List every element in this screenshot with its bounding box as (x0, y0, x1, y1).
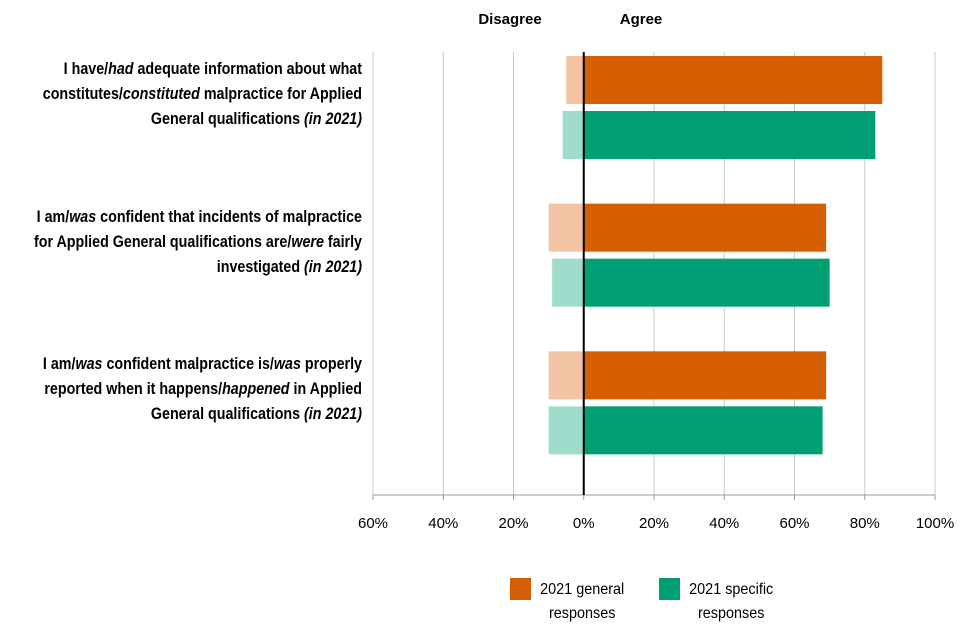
label-segment: reported when it happens/ (44, 379, 223, 399)
label-segment: properly (300, 354, 362, 374)
label-segment: for Applied General qualifications are/ (33, 231, 292, 251)
agree-bar (583, 258, 830, 307)
category-line: reported when it happens/happened in App… (0, 376, 362, 401)
disagree-bar (566, 56, 584, 104)
legend-swatch (659, 578, 680, 600)
x-tick-label: 20% (639, 515, 669, 532)
label-segment: was (273, 354, 301, 374)
category-line: General qualifications (in 2021) (0, 401, 362, 426)
label-segment: I am/ (42, 354, 76, 374)
category-line: I am/was confident that incidents of mal… (0, 204, 362, 229)
x-tick-label: 100% (916, 515, 954, 532)
category-line: investigated (in 2021) (0, 254, 362, 279)
label-segment: (in 2021) (304, 404, 362, 424)
label-segment: General qualifications (150, 109, 305, 128)
x-tick-label: 60% (779, 515, 809, 532)
x-tick-label: 60% (358, 515, 388, 532)
category-line: for Applied General qualifications are/w… (0, 229, 362, 254)
disagree-bar (552, 258, 584, 307)
disagree-bar (548, 406, 584, 455)
label-segment: happened (222, 379, 290, 399)
disagree-bar (562, 111, 584, 159)
x-tick-label: 20% (498, 515, 528, 532)
legend-item: 2021 general responses (510, 578, 635, 626)
label-segment: General qualifications (150, 404, 305, 424)
agree-bar (583, 406, 823, 455)
legend-label: 2021 general responses (540, 581, 625, 622)
x-tick-label: 40% (709, 515, 739, 532)
category-label: I am/was confident malpractice is/was pr… (0, 351, 362, 426)
label-segment: confident that incidents of malpractice (96, 206, 362, 226)
category-line: I have/had adequate information about wh… (0, 56, 362, 81)
label-segment: I am/ (36, 206, 70, 226)
disagree-label: Disagree (478, 11, 541, 28)
category-line: I am/was confident malpractice is/was pr… (0, 351, 362, 376)
label-segment: (in 2021) (304, 256, 362, 276)
x-tick-label: 80% (850, 515, 880, 532)
agree-label: Agree (620, 11, 663, 28)
agree-bar (583, 111, 876, 159)
label-segment: fairly (323, 231, 362, 251)
category-label: I am/was confident that incidents of mal… (0, 204, 362, 279)
disagree-bar (548, 203, 584, 252)
label-segment: adequate information about what (133, 59, 362, 78)
agree-bar (583, 56, 883, 104)
label-segment: was (69, 206, 97, 226)
label-segment: was (75, 354, 103, 374)
label-segment: had (108, 59, 134, 78)
category-line: General qualifications (in 2021) (0, 106, 362, 131)
legend-label: 2021 specific responses (689, 581, 774, 622)
legend-item: 2021 specific responses (659, 578, 784, 626)
label-segment: in Applied (289, 379, 362, 399)
category-label: I have/had adequate information about wh… (0, 56, 362, 131)
x-tick-label: 0% (573, 515, 595, 532)
label-segment: were (291, 231, 324, 251)
legend-swatch (510, 578, 531, 600)
label-segment: malpractice for Applied (199, 84, 362, 103)
agree-bar (583, 351, 827, 400)
label-segment: constituted (122, 84, 200, 103)
agree-bar (583, 203, 827, 252)
label-segment: (in 2021) (304, 109, 362, 128)
label-segment: investigated (216, 256, 305, 276)
label-segment: I have/ (63, 59, 109, 78)
label-segment: confident malpractice is/ (102, 354, 274, 374)
disagree-bar (548, 351, 584, 400)
x-tick-label: 40% (428, 515, 458, 532)
label-segment: constitutes/ (42, 84, 123, 103)
category-line: constitutes/constituted malpractice for … (0, 81, 362, 106)
